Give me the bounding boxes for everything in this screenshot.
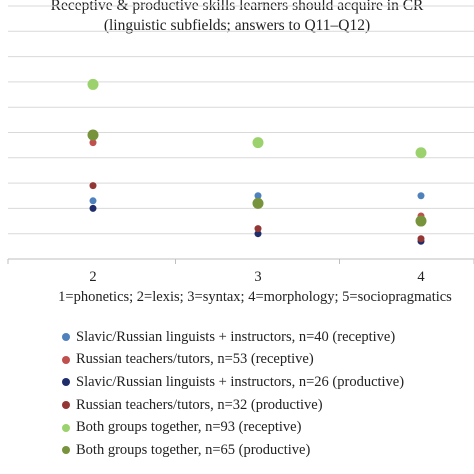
legend-item: Both groups together, n=65 (productive): [62, 439, 472, 462]
data-point: [89, 182, 97, 190]
legend-item: Both groups together, n=93 (receptive): [62, 416, 472, 439]
data-point: [252, 137, 264, 149]
data-point: [89, 139, 97, 147]
data-point: [89, 197, 97, 205]
data-point: [254, 192, 262, 200]
data-point: [252, 197, 264, 209]
legend-label: Slavic/Russian linguists + instructors, …: [76, 328, 396, 345]
legend-item: Russian teachers/tutors, n=53 (receptive…: [62, 349, 472, 372]
chart-title-line-2: (linguistic subfields; answers to Q11–Q1…: [103, 17, 371, 34]
legend-item: Russian teachers/tutors, n=32 (productiv…: [62, 394, 472, 417]
legend-label: Russian teachers/tutors, n=53 (receptive…: [76, 351, 314, 368]
chart-title-line-1: Receptive & productive skills learners s…: [50, 0, 424, 14]
x-axis-caption: 1=phonetics; 2=lexis; 3=syntax; 4=morpho…: [58, 289, 452, 305]
legend-label: Both groups together, n=65 (productive): [76, 441, 311, 458]
legend-marker: [62, 401, 70, 410]
legend-label: Both groups together, n=93 (receptive): [76, 419, 302, 436]
data-point: [89, 204, 97, 212]
legend-marker: [62, 333, 70, 342]
data-point: [87, 78, 99, 90]
legend-item: Slavic/Russian linguists + instructors, …: [62, 326, 472, 349]
legend-marker: [62, 355, 70, 364]
legend-item: Slavic/Russian linguists + instructors, …: [62, 371, 472, 394]
data-point: [254, 225, 262, 233]
legend-label: Slavic/Russian linguists + instructors, …: [76, 373, 405, 390]
data-point: [417, 192, 425, 200]
plot-area: 2 3 4: [7, 5, 474, 285]
legend-label: Russian teachers/tutors, n=32 (productiv…: [76, 396, 323, 413]
data-point: [415, 147, 427, 159]
x-tick-label: 2: [89, 269, 96, 285]
x-tick-label: 4: [417, 269, 425, 285]
legend: Slavic/Russian linguists + instructors, …: [62, 326, 472, 462]
x-tick-label: 3: [254, 269, 261, 285]
data-point: [254, 230, 262, 238]
data-point: [415, 215, 427, 227]
legend-marker: [62, 446, 70, 455]
chart-title: Receptive & productive skills learners s…: [0, 0, 474, 36]
data-point: [417, 235, 425, 243]
data-point: [87, 129, 99, 141]
legend-marker: [62, 423, 70, 432]
legend-marker: [62, 378, 70, 387]
